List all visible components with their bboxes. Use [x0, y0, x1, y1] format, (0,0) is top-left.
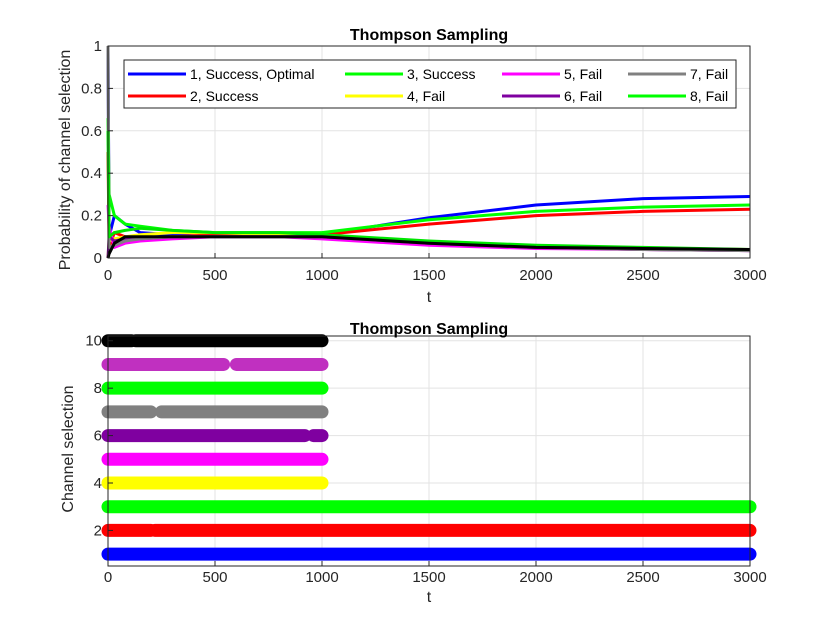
y-tick-label: 0: [94, 250, 102, 267]
legend-label: 2, Success: [190, 88, 258, 104]
y-tick-label: 0.2: [81, 208, 102, 225]
x-tick-label: 1000: [305, 569, 338, 586]
x-tick-label: 3000: [733, 569, 766, 586]
top-plot-legend: 1, Success, Optimal 2, Success 3, Success 4…: [123, 59, 737, 109]
bottom-plot-title: Thompson Sampling: [350, 321, 508, 338]
x-tick-label: 0: [104, 569, 112, 586]
top-plot-x-label: t: [427, 289, 432, 306]
series-line-8: [106, 130, 751, 251]
bottom-plot-x-ticks: 0 500 1000 1500 2000 2500 3000: [104, 561, 767, 586]
bottom-plot-markers: [101, 334, 757, 561]
x-tick-label: 2500: [626, 569, 659, 586]
legend-label: 4, Fail: [407, 88, 445, 104]
y-tick-label: 1: [94, 38, 102, 55]
top-plot-title: Thompson Sampling: [350, 27, 508, 44]
legend-label: 3, Success: [407, 66, 475, 82]
y-tick-label: 8: [94, 380, 102, 397]
top-plot-series: [106, 45, 751, 259]
top-plot-y-label: Probability of channel selection: [57, 50, 74, 271]
bottom-plot-y-label: Channel selection: [60, 385, 77, 512]
top-plot-x-ticks: 0 500 1000 1500 2000 2500 3000: [104, 253, 767, 284]
x-tick-label: 3000: [733, 267, 766, 284]
series-line-10: [106, 235, 751, 259]
y-tick-label: 4: [94, 475, 102, 492]
x-tick-label: 0: [104, 267, 112, 284]
bottom-plot: 0 500 1000 1500 2000 2500 3000 2 4 6 8 10 Thompson…: [60, 321, 767, 606]
legend-label: 7, Fail: [690, 66, 728, 82]
top-plot-y-ticks: 0 0.2 0.4 0.6 0.8 1: [81, 38, 113, 267]
x-tick-label: 1000: [305, 267, 338, 284]
legend-box: [123, 59, 737, 109]
top-plot: 0 500 1000 1500 2000 2500 3000 00.20.40.60.81 …: [57, 27, 767, 306]
x-tick-label: 500: [202, 267, 227, 284]
legend-label: 8, Fail: [690, 88, 728, 104]
x-tick-label: 2000: [519, 569, 552, 586]
legend-label: 6, Fail: [564, 88, 602, 104]
y-tick-label: 2: [94, 522, 102, 539]
legend-label: 5, Fail: [564, 66, 602, 82]
x-tick-label: 1500: [412, 267, 445, 284]
y-tick-label: 0.6: [81, 123, 102, 140]
x-tick-label: 500: [202, 569, 227, 586]
y-tick-label: 10: [85, 333, 102, 350]
x-tick-label: 2500: [626, 267, 659, 284]
y-tick-label: 6: [94, 428, 102, 445]
x-tick-label: 2000: [519, 267, 552, 284]
legend-label: 1, Success, Optimal: [190, 66, 315, 82]
bottom-plot-y-ticks: 2 4 6 8 10: [85, 333, 113, 539]
y-tick-label: 0.4: [81, 165, 102, 182]
y-tick-label: 0.8: [81, 80, 102, 97]
x-tick-label: 1500: [412, 569, 445, 586]
bottom-plot-x-label: t: [427, 589, 432, 606]
